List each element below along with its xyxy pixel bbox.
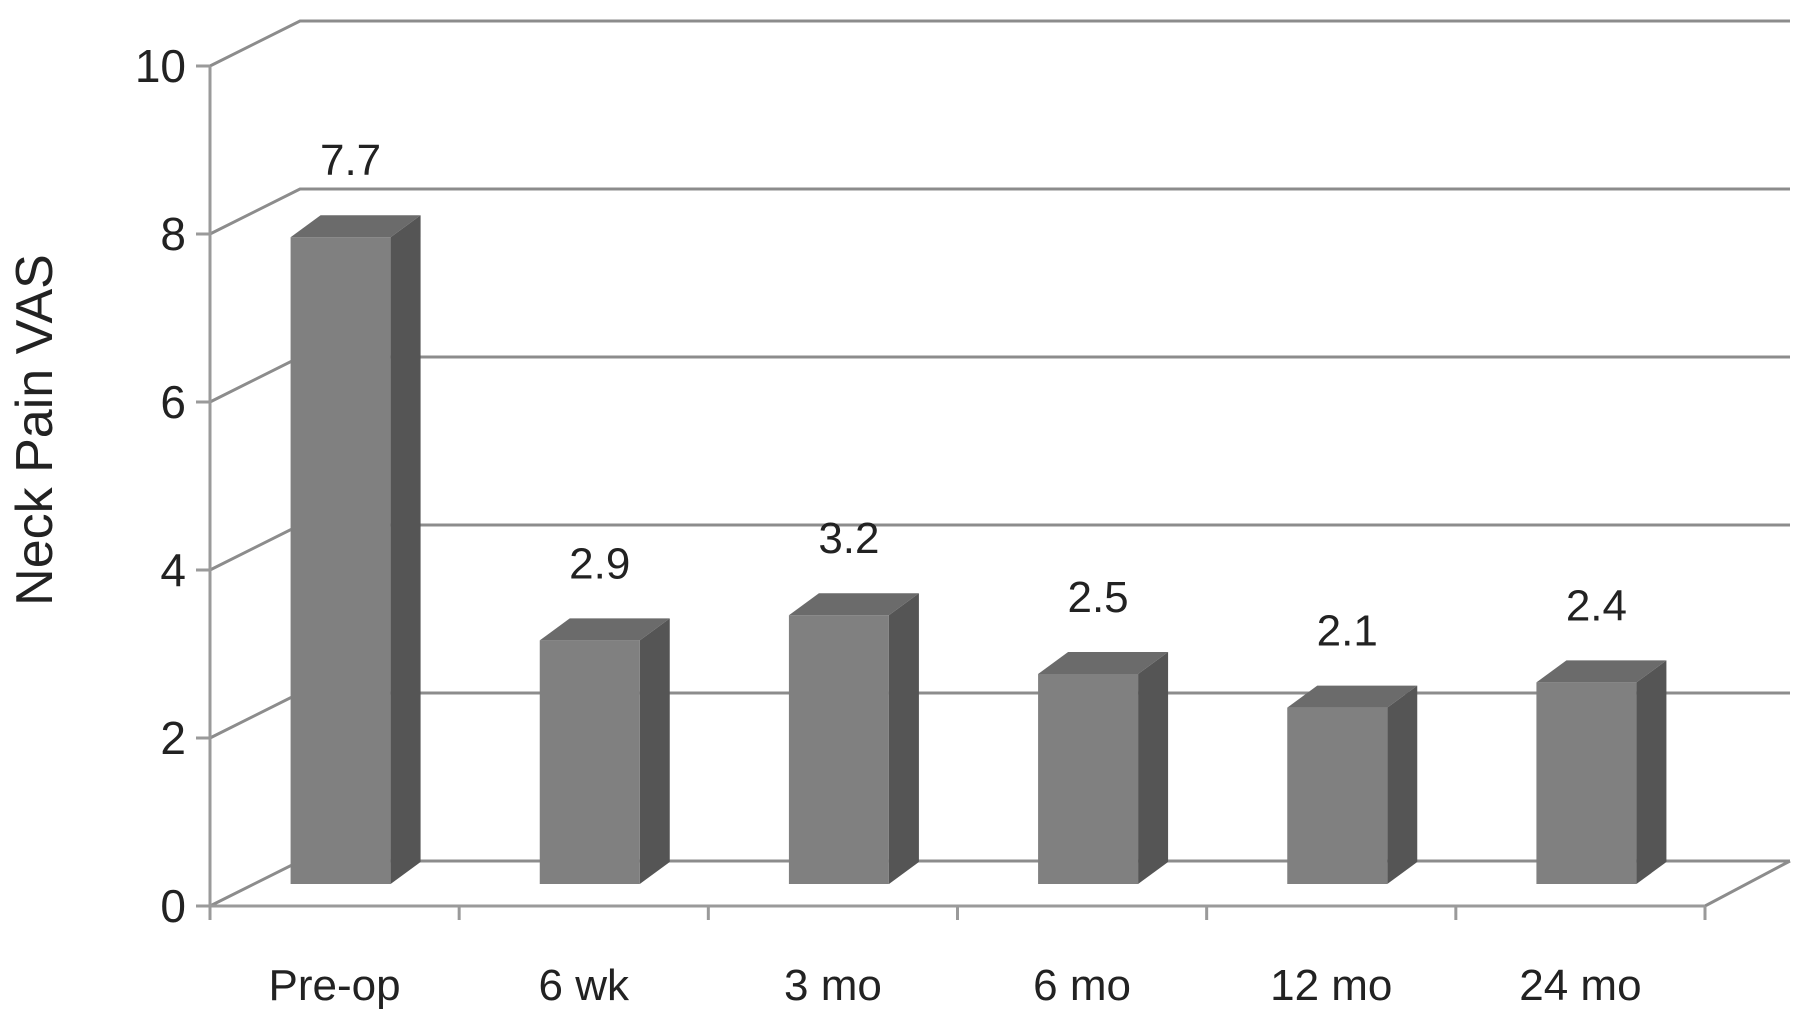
bar-top <box>1287 685 1418 708</box>
label-layer: 0 2 4 6 8 10 7.7 Pre-op 2.9 6 wk 3.2 3 mo 2.5 6 mo 2.1… <box>135 40 1642 1010</box>
y-tick-label: 8 <box>160 208 186 260</box>
bar-side <box>1636 660 1667 884</box>
bar-top <box>539 618 670 641</box>
x-tick-label: 6 mo <box>1033 961 1131 1010</box>
bar-top <box>1038 652 1169 674</box>
data-label: 2.9 <box>569 539 630 588</box>
data-label: 2.5 <box>1067 573 1128 622</box>
data-label: 2.4 <box>1566 581 1627 630</box>
bar-side <box>1138 652 1169 884</box>
bar <box>1038 674 1139 884</box>
gridline <box>209 19 1790 68</box>
x-tick-label: Pre-op <box>269 961 401 1010</box>
axis-layer <box>196 64 1707 920</box>
bar-side <box>639 618 670 884</box>
x-tick-label: 3 mo <box>784 961 882 1010</box>
bar-top <box>788 593 919 616</box>
floor-edge <box>1704 859 1791 908</box>
bar-side <box>888 593 919 884</box>
y-tick-label: 0 <box>160 880 186 932</box>
x-tick-label: 12 mo <box>1270 961 1392 1010</box>
y-tick-label: 6 <box>160 376 186 428</box>
gridline <box>209 355 1790 404</box>
x-tick-label: 24 mo <box>1519 961 1641 1010</box>
data-label: 2.1 <box>1317 607 1378 656</box>
y-tick-label: 4 <box>160 544 186 596</box>
gridline <box>209 523 1790 572</box>
bar <box>1287 707 1388 884</box>
data-label: 3.2 <box>818 514 879 563</box>
bar <box>1536 682 1637 884</box>
bar-side <box>1387 685 1418 884</box>
x-tick-label: 6 wk <box>539 961 630 1010</box>
bar-top <box>1536 660 1667 683</box>
bar <box>539 640 640 884</box>
bar-top <box>290 215 421 238</box>
bar <box>788 615 889 884</box>
bar <box>290 237 391 884</box>
bar-layer <box>290 215 1667 884</box>
y-axis-title: Neck Pain VAS <box>6 254 64 606</box>
data-label: 7.7 <box>320 136 381 185</box>
y-tick-label: 10 <box>135 40 186 92</box>
bar-side <box>390 215 421 884</box>
gridline <box>209 187 1790 236</box>
y-tick-label: 2 <box>160 712 186 764</box>
